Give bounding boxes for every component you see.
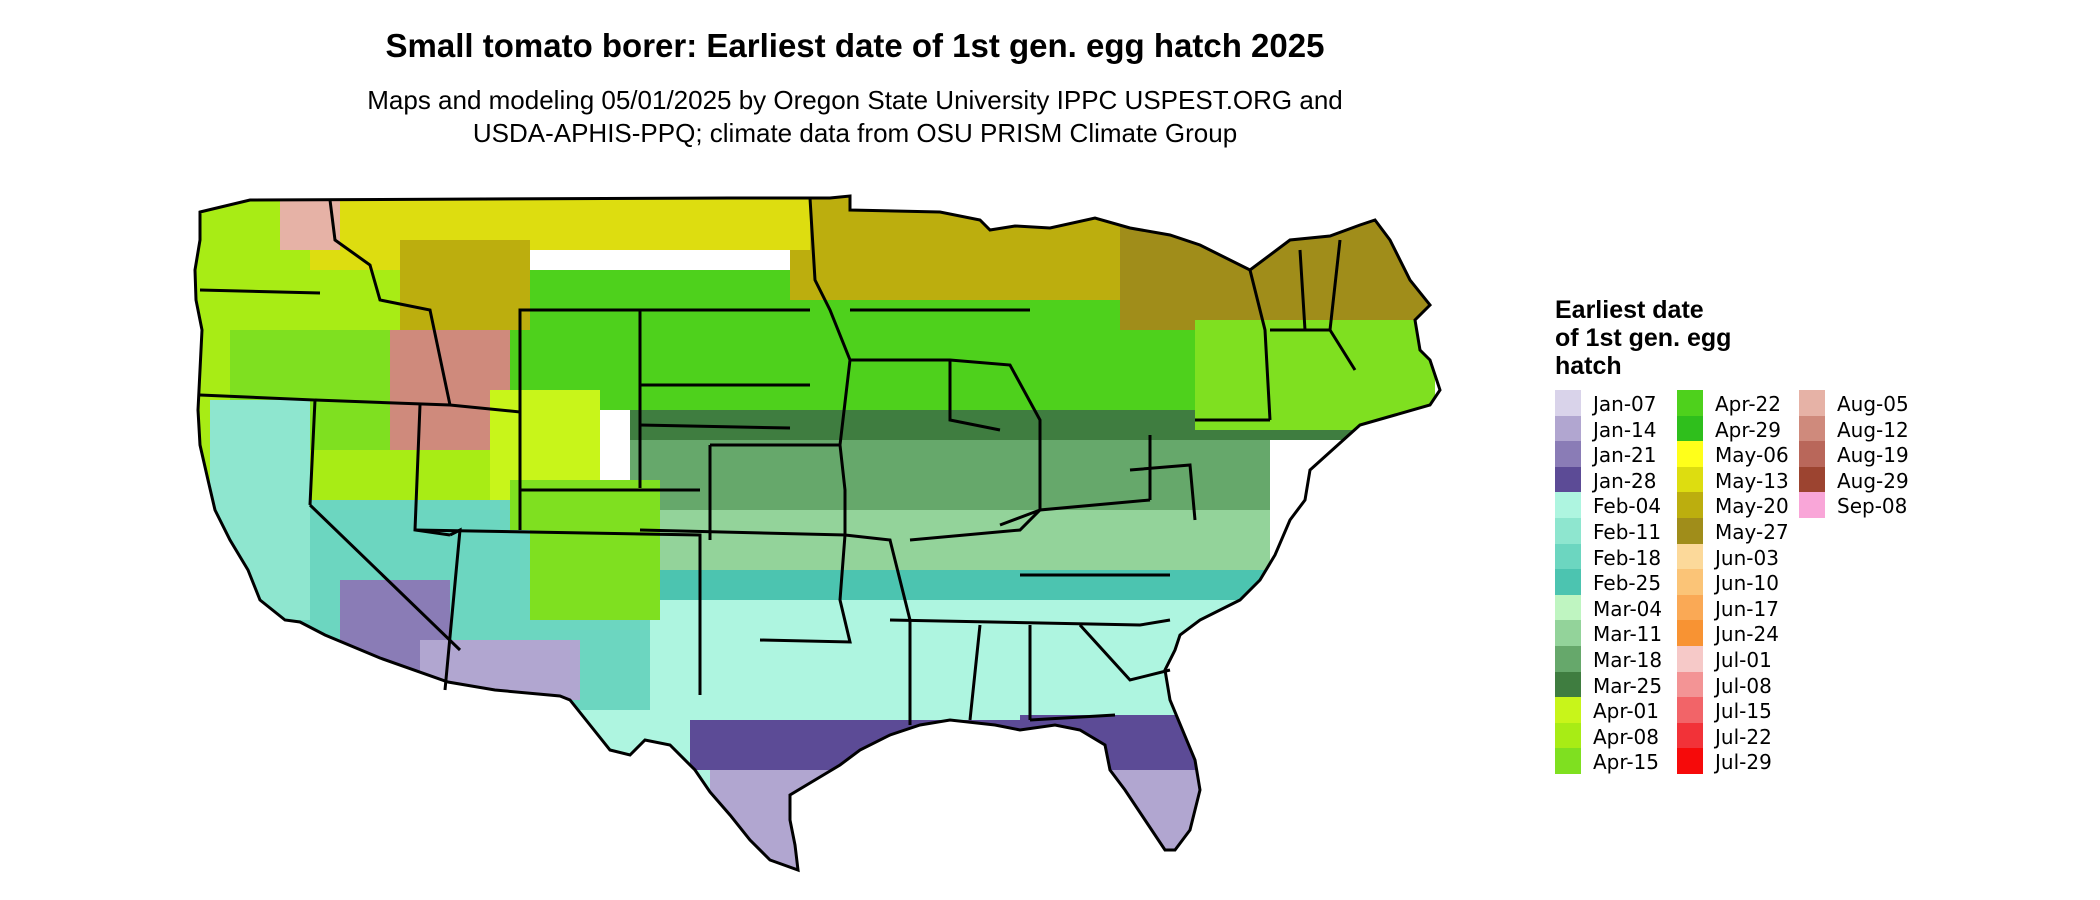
legend-label: May-06 bbox=[1715, 443, 1789, 468]
legend-swatch bbox=[1555, 543, 1581, 570]
map-subtitle: Maps and modeling 05/01/2025 by Oregon S… bbox=[0, 84, 1710, 150]
legend-title: Earliest date of 1st gen. egg hatch bbox=[1555, 296, 1775, 380]
legend-label: Jan-21 bbox=[1593, 443, 1657, 468]
legend-swatch bbox=[1555, 390, 1581, 416]
subtitle-line-2: USDA-APHIS-PPQ; climate data from OSU PR… bbox=[472, 118, 1238, 148]
legend-label: Jun-03 bbox=[1715, 545, 1779, 570]
legend-label: May-20 bbox=[1715, 494, 1789, 519]
legend-label: Apr-29 bbox=[1715, 417, 1781, 442]
legend-label: Jul-29 bbox=[1715, 750, 1772, 775]
legend-label: Jun-17 bbox=[1715, 596, 1779, 621]
legend-swatch bbox=[1555, 620, 1581, 646]
legend-label: May-13 bbox=[1715, 468, 1789, 493]
legend-swatch bbox=[1677, 466, 1703, 493]
legend-label: Jul-22 bbox=[1715, 724, 1772, 749]
legend-swatch bbox=[1555, 569, 1581, 595]
legend-swatch bbox=[1555, 492, 1581, 518]
legend-label: Jan-07 bbox=[1593, 392, 1657, 416]
legend-swatch bbox=[1555, 748, 1581, 774]
legend-swatch bbox=[1555, 671, 1581, 698]
hatch-date-fill bbox=[195, 196, 1440, 870]
legend-swatch bbox=[1555, 517, 1581, 544]
legend-swatch bbox=[1677, 492, 1703, 518]
legend-label: Apr-22 bbox=[1715, 392, 1781, 416]
legend-title-line-2: of 1st gen. egg bbox=[1555, 324, 1732, 352]
legend-swatch bbox=[1677, 748, 1703, 774]
legend-label: Feb-25 bbox=[1593, 571, 1662, 596]
legend-swatch bbox=[1799, 492, 1825, 518]
legend-swatch bbox=[1555, 594, 1581, 621]
legend-swatch bbox=[1677, 645, 1703, 672]
legend-label: Apr-08 bbox=[1593, 724, 1659, 749]
legend-label: Apr-15 bbox=[1593, 750, 1659, 775]
legend-label: Jan-28 bbox=[1593, 468, 1657, 493]
legend-swatch bbox=[1799, 390, 1825, 416]
legend-title-line-3: hatch bbox=[1555, 352, 1622, 380]
legend-swatch bbox=[1555, 697, 1581, 723]
legend-swatch bbox=[1677, 620, 1703, 646]
legend-label: Jan-14 bbox=[1593, 417, 1657, 442]
legend-swatch bbox=[1555, 722, 1581, 749]
legend-swatch bbox=[1799, 415, 1825, 442]
legend-label: Jul-15 bbox=[1715, 699, 1772, 724]
legend-label: Feb-18 bbox=[1593, 545, 1662, 570]
legend-label: Feb-04 bbox=[1593, 494, 1662, 519]
legend-label: Sep-08 bbox=[1837, 494, 1908, 519]
legend-swatch bbox=[1555, 441, 1581, 467]
legend-swatch bbox=[1677, 415, 1703, 442]
legend-swatch bbox=[1677, 390, 1703, 416]
legend-swatch bbox=[1555, 645, 1581, 672]
state-boundaries bbox=[193, 194, 1442, 873]
legend-label: Apr-01 bbox=[1593, 699, 1659, 724]
legend-swatch bbox=[1677, 569, 1703, 595]
legend-swatch bbox=[1677, 671, 1703, 698]
legend-swatch bbox=[1677, 517, 1703, 544]
legend-swatch bbox=[1799, 466, 1825, 493]
legend-label: Aug-05 bbox=[1837, 392, 1909, 416]
legend-swatch bbox=[1677, 594, 1703, 621]
legend-label: Jun-24 bbox=[1715, 622, 1779, 647]
legend-label: Jun-10 bbox=[1715, 571, 1779, 596]
legend-label: Mar-25 bbox=[1593, 673, 1663, 698]
legend-swatch bbox=[1677, 722, 1703, 749]
legend-swatch bbox=[1799, 441, 1825, 467]
legend-label: Jul-01 bbox=[1715, 647, 1772, 672]
legend-label: Aug-29 bbox=[1837, 468, 1909, 493]
legend-label: May-27 bbox=[1715, 519, 1789, 544]
legend-swatch bbox=[1677, 543, 1703, 570]
legend-label: Aug-12 bbox=[1837, 417, 1909, 442]
legend-label: Jul-08 bbox=[1715, 673, 1772, 698]
legend-label: Mar-04 bbox=[1593, 596, 1663, 621]
conus-hatch-date-map bbox=[193, 194, 1442, 873]
legend-label: Mar-11 bbox=[1593, 622, 1663, 647]
legend-title-line-1: Earliest date bbox=[1555, 296, 1704, 324]
legend-swatch bbox=[1555, 466, 1581, 493]
legend-label: Mar-18 bbox=[1593, 647, 1663, 672]
legend-label: Feb-11 bbox=[1593, 519, 1662, 544]
map-title: Small tomato borer: Earliest date of 1st… bbox=[385, 27, 1325, 64]
legend-swatch bbox=[1677, 441, 1703, 467]
legend-swatch bbox=[1677, 697, 1703, 723]
legend-label: Aug-19 bbox=[1837, 443, 1909, 468]
subtitle-line-1: Maps and modeling 05/01/2025 by Oregon S… bbox=[367, 85, 1343, 115]
legend-swatch bbox=[1555, 415, 1581, 442]
